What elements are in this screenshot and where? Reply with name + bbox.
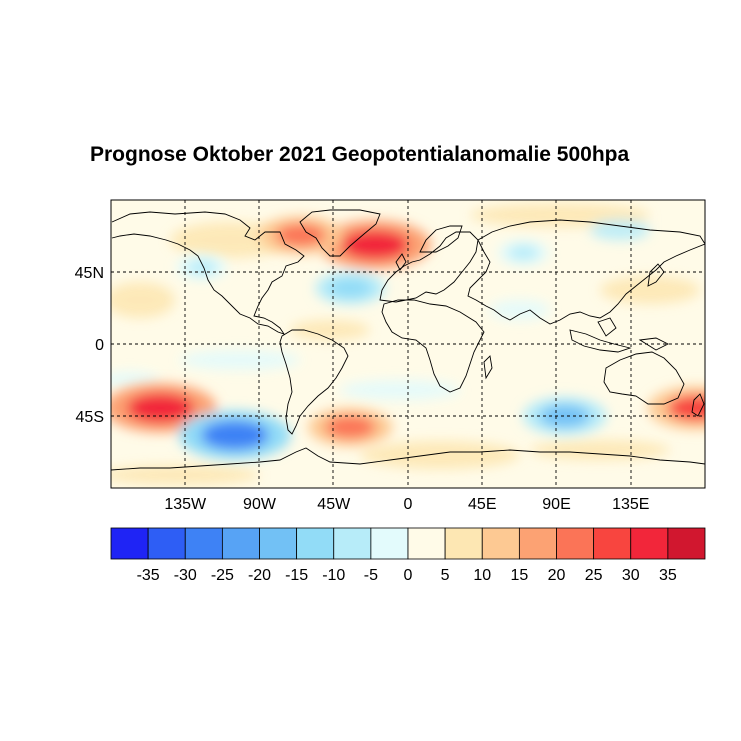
colorbar-tick-label: -5 — [364, 567, 378, 584]
new-zealand-coast — [691, 393, 705, 417]
colorbar-swatch — [481, 527, 520, 560]
colorbar-tick-label: 30 — [622, 567, 640, 584]
madagascar-coast — [483, 355, 493, 380]
anomaly-eurasia-negative — [508, 245, 539, 261]
colorbar-tick-label: 0 — [404, 567, 413, 584]
british-isles-coast — [395, 253, 407, 271]
colorbar-swatch — [630, 527, 669, 560]
colorbar-swatch — [407, 527, 446, 560]
africa-coast — [381, 299, 485, 393]
anomaly-atlantic-negative — [329, 278, 372, 298]
colorbar-swatch — [593, 527, 632, 560]
japan-coast — [647, 263, 665, 287]
lon-tick-label: 45W — [317, 496, 351, 513]
anomaly-north-atlantic-positive — [341, 230, 409, 260]
colorbar-swatch — [518, 527, 557, 560]
colorbar-swatch — [221, 527, 260, 560]
colorbar-tick-label: 35 — [659, 567, 677, 584]
weak-anomaly-field — [111, 203, 700, 485]
colorbar-swatch — [667, 527, 706, 560]
colorbar — [110, 527, 706, 560]
anomaly-south-pacific-positive — [126, 393, 195, 423]
map-panel — [111, 200, 705, 488]
indonesia-coast — [569, 329, 632, 353]
antarctica-coast — [111, 447, 705, 471]
colorbar-tick-label: 15 — [510, 567, 528, 584]
anomaly-indian-ocean-negative — [539, 404, 590, 428]
lon-tick-label: 135W — [164, 496, 207, 513]
anomaly-south-pacific-negative — [201, 420, 269, 450]
colorbar-tick-label: -30 — [174, 567, 197, 584]
colorbar-tick-label: -10 — [322, 567, 345, 584]
map-title: Prognose Oktober 2021 Geopotentialanomal… — [90, 143, 630, 166]
colorbar-tick-label: -25 — [211, 567, 234, 584]
asia-coast — [467, 219, 705, 325]
colorbar-tick-label: -20 — [248, 567, 271, 584]
longitude-ticks: 135W 90W 45W 0 45E 90E 135E — [164, 496, 649, 513]
lon-tick-label: 0 — [404, 496, 413, 513]
colorbar-tick-label: 5 — [441, 567, 450, 584]
colorbar-swatch — [333, 527, 372, 560]
lon-tick-label: 90E — [542, 496, 570, 513]
new-guinea-coast — [638, 337, 670, 351]
latitude-ticks: 45N 0 45S — [75, 265, 104, 426]
colorbar-tick-label: -35 — [137, 567, 160, 584]
colorbar-swatch — [147, 527, 186, 560]
colorbar-tick-label: -15 — [285, 567, 308, 584]
anomaly-canada-positive — [275, 223, 326, 247]
colorbar-labels: -35 -30 -25 -20 -15 -10 -5 0 5 10 15 20 25 30 35 — [137, 567, 677, 584]
north-america-coast — [111, 211, 305, 335]
colorbar-tick-label: 10 — [473, 567, 491, 584]
borneo-coast — [597, 317, 617, 337]
colorbar-swatch — [259, 527, 298, 560]
map-frame — [110, 199, 706, 489]
scandinavia-coast — [419, 225, 463, 253]
anomaly-blobs — [111, 216, 705, 460]
colorbar-swatch — [556, 527, 595, 560]
lon-tick-label: 90W — [243, 496, 277, 513]
south-america-coast — [279, 329, 349, 435]
graticule — [111, 200, 705, 488]
colorbar-swatch — [110, 527, 149, 560]
anomaly-east-pacific-negative — [186, 259, 217, 275]
lat-tick-label: 0 — [95, 337, 104, 354]
colorbar-swatch — [296, 527, 335, 560]
lon-tick-label: 45E — [468, 496, 496, 513]
lon-tick-label: 135E — [612, 496, 649, 513]
coastlines — [111, 209, 705, 471]
colorbar-swatch — [444, 527, 483, 560]
lat-tick-label: 45S — [76, 409, 104, 426]
greenland-coast — [299, 209, 381, 257]
australia-coast — [603, 351, 685, 405]
colorbar-swatch — [370, 527, 409, 560]
anomaly-south-atlantic-positive — [325, 415, 376, 439]
colorbar-tick-label: 25 — [585, 567, 603, 584]
colorbar-tick-label: 20 — [548, 567, 566, 584]
lat-tick-label: 45N — [75, 265, 104, 282]
colorbar-swatch — [184, 527, 223, 560]
